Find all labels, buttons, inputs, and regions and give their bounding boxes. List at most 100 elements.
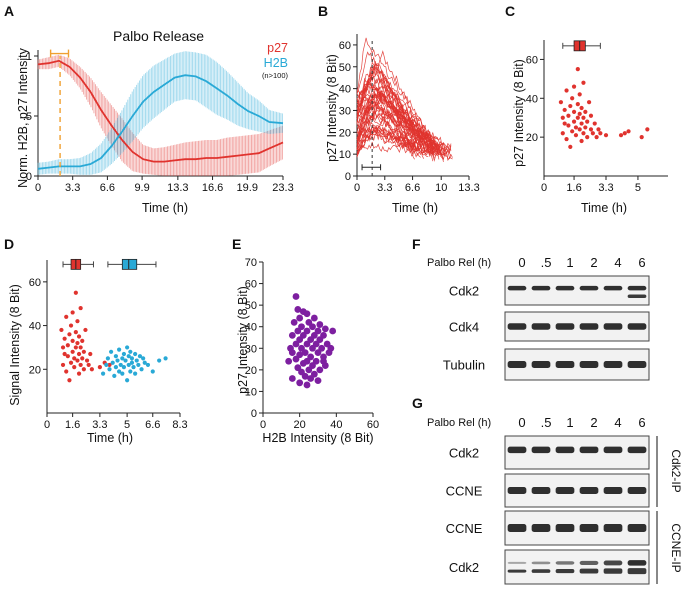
lane-label: 2: [590, 415, 597, 430]
panel-a-title: Palbo Release: [113, 28, 204, 44]
panel-b-trace: [356, 112, 418, 152]
panel-c-point: [570, 129, 575, 134]
panel-e-point: [303, 381, 311, 389]
blot-f-tubulin-band: [531, 361, 551, 368]
panel-e-point: [303, 340, 311, 348]
blot-f-cdk4-band: [507, 323, 527, 330]
panel-d-point-h2b: [112, 373, 117, 378]
panel-e-point: [314, 349, 322, 356]
panel-d-point-h2b: [150, 369, 155, 374]
panel-c-point: [577, 127, 582, 132]
panel-d-point-p27: [73, 330, 78, 335]
panel-a-x-tick-label: 9.9: [134, 182, 149, 194]
panel-b-y-tick-label: 30: [339, 105, 351, 117]
panel-c-point: [594, 135, 599, 140]
panel-c-point: [564, 136, 569, 142]
panel-a-plot: 0 3.3 6.6 9.9 13.3 16.6 19.9 23.3 0 .5 1: [23, 49, 294, 194]
panel-d-point-p27: [70, 349, 75, 354]
panel-e-point: [310, 314, 318, 322]
panel-c-point: [575, 67, 580, 72]
panel-d-point-h2b: [126, 362, 131, 368]
panel-d-point-h2b: [113, 354, 119, 359]
blot-f-cdk2-band-lower: [627, 294, 647, 299]
legend-h2b: H2B: [264, 56, 288, 70]
panel-g-lanes: 0 .5 1 2 4 6: [518, 415, 645, 430]
blot-g-ip-ccne-band: [555, 487, 575, 494]
panel-a-y-tick-label: 1: [26, 51, 32, 63]
panel-g-blots: Cdk2 CCNE CCNE Cdk2: [446, 435, 650, 585]
panel-c-x-tick-label: 5: [635, 182, 641, 194]
panel-b-y-tick-label: 10: [339, 149, 351, 161]
panel-d-point-h2b: [104, 362, 109, 368]
lane-label: 1: [566, 415, 573, 430]
panel-e-point: [292, 355, 300, 363]
blot-f-cdk2-band: [579, 285, 599, 291]
panel-e-point: [314, 377, 322, 385]
panel-f-blots: Cdk2 Cdk4 Tubulin: [443, 275, 650, 381]
panel-c-point: [577, 111, 582, 116]
panel-c-point: [586, 100, 592, 105]
panel-d-point-p27: [107, 362, 112, 368]
blot-g-ccne-ip-cdk2-band-lower: [531, 569, 551, 573]
blot-f-cdk4-band: [579, 323, 599, 330]
panel-d-point-p27: [80, 338, 85, 343]
blot-g-ccne-ip-ccne-band: [579, 524, 599, 532]
panel-d-point-p27: [70, 310, 75, 315]
panel-d-point-p27: [78, 305, 83, 311]
panel-a-x-tick-label: 19.9: [237, 182, 258, 194]
panel-b-y-tick-label: 20: [339, 127, 351, 139]
panel-b-y-tick-label: 50: [339, 62, 351, 74]
panel-c-y-tick-label: 20: [526, 132, 538, 144]
panel-c-point: [583, 125, 588, 130]
panel-c-y-tick-label: 40: [526, 93, 538, 105]
panel-d-point-h2b: [157, 358, 162, 363]
blot-g-ccne-ip-cdk2-membrane: [504, 549, 650, 585]
panel-d-point-h2b: [108, 349, 114, 354]
panel-c-point: [581, 80, 586, 85]
panel-e-x-tick-label: 0: [260, 419, 266, 431]
blot-g-ccne-ip-cdk2-band-lower: [579, 568, 599, 574]
blot-f-cdk2-band: [627, 285, 647, 291]
panel-d-y-label: Signal Intensity (8 Bit): [8, 284, 22, 406]
lane-label: 6: [638, 255, 645, 270]
blot-f-cdk4-band: [555, 323, 575, 330]
panel-a-line-p27: [37, 59, 284, 163]
panel-c-point: [571, 84, 577, 89]
panel-e-y-tick-label: 50: [245, 300, 257, 312]
panel-d-point-h2b: [121, 365, 127, 370]
blot-f-cdk4-band: [603, 323, 623, 330]
blot-g-ccne-ip-cdk2-band-lower: [603, 568, 623, 574]
panel-b-y-tick-label: 60: [339, 40, 351, 52]
panel-d-label: D: [4, 236, 14, 252]
panel-e-point: [309, 323, 316, 331]
panel-g-row-label: Palbo Rel (h): [427, 417, 491, 429]
panel-d-point-p27: [62, 351, 67, 357]
panel-e-plot: 0 20 40 60 0 10 20 30 40 50 60 70: [245, 257, 379, 431]
legend-p27: p27: [267, 41, 288, 55]
panel-d-point-p27: [72, 356, 77, 361]
panel-d-point-p27: [86, 362, 91, 368]
lane-label: .5: [541, 255, 552, 270]
panel-a-x-tick-label: 3.3: [65, 182, 80, 194]
panel-d-point-p27: [78, 345, 83, 350]
panel-c-point: [590, 131, 595, 136]
panel-e-point: [287, 344, 294, 352]
panel-d-point-p27: [64, 369, 69, 374]
panel-e-y-tick-label: 40: [245, 322, 257, 334]
panel-d-point-h2b: [134, 358, 139, 363]
blot-g-ip-cdk2-band: [627, 446, 647, 454]
panel-e-point: [296, 314, 304, 322]
panel-c-point: [579, 105, 584, 111]
panel-d-point-h2b: [105, 356, 110, 361]
panel-c-point: [645, 127, 650, 132]
panel-a-x-tick-label: 23.3: [272, 182, 293, 194]
panel-d-point-h2b: [128, 349, 133, 354]
panel-c-label: C: [505, 3, 515, 19]
panel-e-point: [320, 357, 327, 365]
panel-d-point-p27: [59, 327, 64, 333]
panel-c-point: [583, 109, 588, 114]
blot-f-cdk4-label: Cdk4: [449, 320, 479, 335]
panel-b-trace: [356, 95, 441, 154]
panel-b-trace: [356, 71, 440, 154]
panel-e-x-label: H2B Intensity (8 Bit): [262, 431, 373, 445]
